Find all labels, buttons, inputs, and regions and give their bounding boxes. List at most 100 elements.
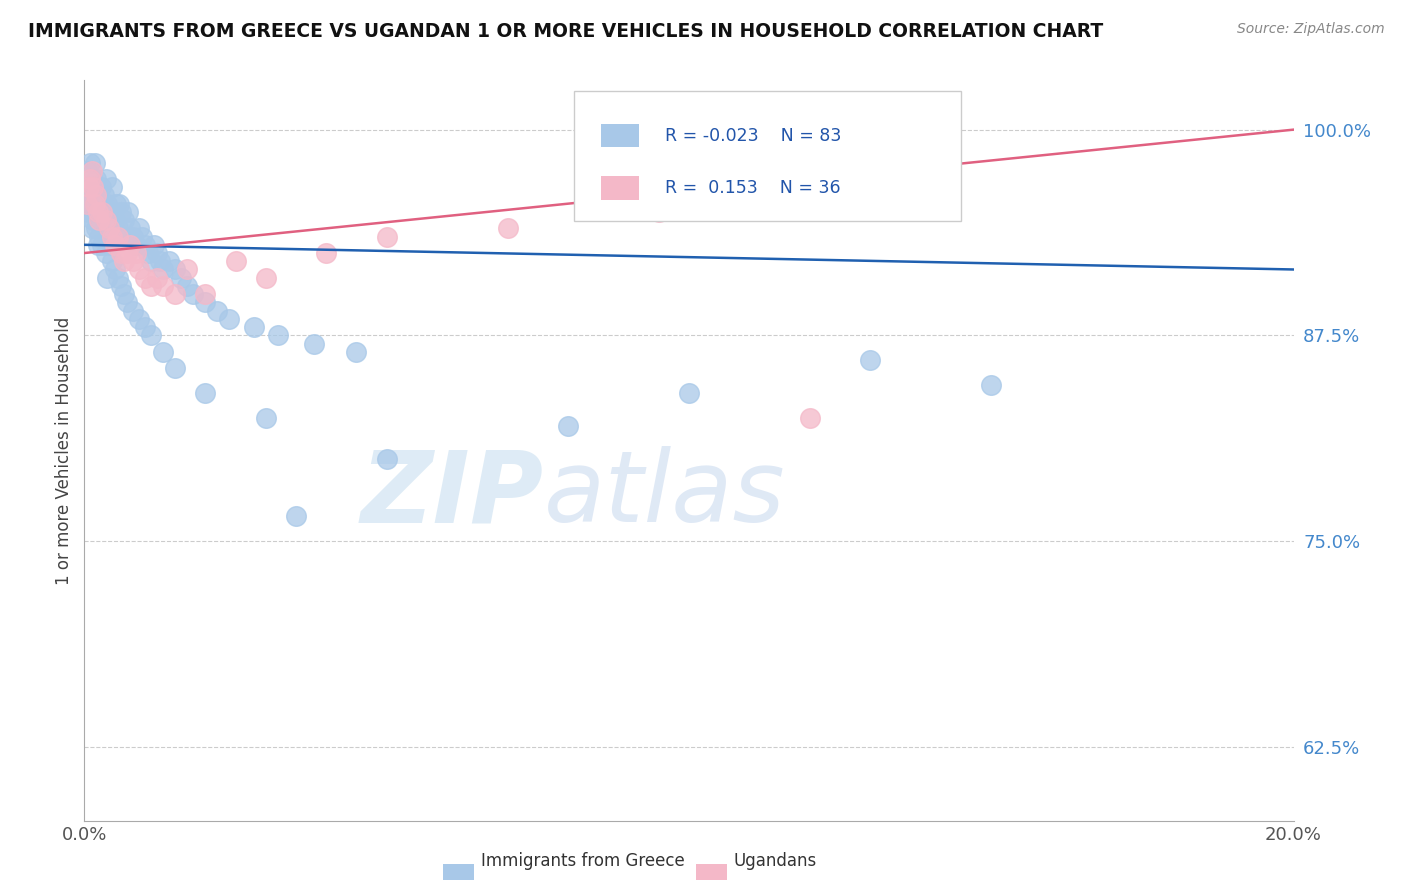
Point: [84, 196, 107, 211]
Point: [82, 180, 104, 194]
Point: [108, 196, 131, 211]
Point: [77, 196, 100, 211]
Point: [82, 221, 104, 235]
Point: [97, 237, 120, 252]
Point: [648, 205, 671, 219]
Point: [165, 262, 187, 277]
Point: [254, 410, 277, 425]
Point: [110, 279, 132, 293]
Point: [97, 221, 120, 235]
Point: [139, 254, 162, 268]
Point: [176, 279, 198, 293]
Point: [128, 311, 150, 326]
Point: [134, 320, 156, 334]
Point: [94, 246, 117, 260]
Text: Ugandans: Ugandans: [734, 852, 817, 870]
Point: [96, 270, 118, 285]
Point: [82, 163, 104, 178]
Point: [152, 262, 174, 277]
Point: [86, 205, 108, 219]
Point: [142, 237, 165, 252]
Point: [128, 262, 150, 277]
Point: [86, 188, 108, 202]
Point: [100, 229, 122, 244]
Point: [157, 254, 180, 268]
Point: [859, 353, 882, 368]
Point: [100, 180, 122, 194]
Point: [121, 254, 143, 268]
Point: [93, 188, 115, 202]
Point: [218, 311, 240, 326]
Point: [121, 303, 143, 318]
Point: [98, 205, 121, 219]
Point: [121, 229, 143, 244]
Point: [91, 237, 114, 252]
Point: [375, 451, 398, 466]
Point: [131, 229, 153, 244]
Point: [346, 344, 368, 359]
Point: [176, 262, 198, 277]
Point: [76, 180, 98, 194]
Point: [89, 213, 111, 227]
Point: [103, 205, 125, 219]
Point: [91, 205, 114, 219]
Point: [77, 180, 100, 194]
FancyBboxPatch shape: [600, 124, 640, 147]
Point: [139, 279, 162, 293]
Text: R =  0.153    N = 36: R = 0.153 N = 36: [665, 179, 841, 197]
Point: [76, 196, 98, 211]
Point: [315, 246, 337, 260]
Point: [375, 229, 398, 244]
Point: [107, 229, 129, 244]
Point: [254, 270, 277, 285]
Point: [86, 188, 108, 202]
Point: [115, 246, 138, 260]
Point: [115, 295, 138, 310]
Point: [134, 237, 156, 252]
Point: [80, 205, 103, 219]
Point: [152, 344, 174, 359]
Point: [165, 361, 187, 376]
Point: [146, 270, 169, 285]
Text: ZIP: ZIP: [361, 446, 544, 543]
Point: [76, 163, 98, 178]
Point: [225, 254, 247, 268]
Y-axis label: 1 or more Vehicles in Household: 1 or more Vehicles in Household: [55, 317, 73, 584]
Point: [194, 295, 217, 310]
Point: [86, 221, 108, 235]
Point: [139, 328, 162, 343]
Point: [799, 410, 821, 425]
Point: [104, 237, 127, 252]
Point: [79, 172, 101, 186]
Point: [125, 246, 148, 260]
Text: Source: ZipAtlas.com: Source: ZipAtlas.com: [1237, 22, 1385, 37]
Point: [104, 196, 127, 211]
Point: [77, 188, 100, 202]
Point: [242, 320, 264, 334]
Point: [86, 172, 108, 186]
Point: [118, 221, 141, 235]
Point: [136, 246, 159, 260]
Point: [94, 213, 117, 227]
Point: [285, 509, 308, 524]
Point: [91, 205, 114, 219]
Point: [97, 221, 120, 235]
Point: [104, 262, 127, 277]
Point: [128, 221, 150, 235]
Point: [94, 172, 117, 186]
Point: [125, 237, 148, 252]
Point: [134, 270, 156, 285]
Point: [90, 180, 112, 194]
Point: [112, 254, 135, 268]
Point: [110, 205, 132, 219]
Point: [170, 270, 193, 285]
Point: [112, 287, 135, 301]
Point: [181, 287, 204, 301]
Point: [165, 287, 187, 301]
Point: [980, 377, 1002, 392]
Point: [267, 328, 290, 343]
Point: [302, 336, 325, 351]
Point: [117, 205, 139, 219]
Point: [79, 155, 101, 169]
Point: [104, 213, 127, 227]
